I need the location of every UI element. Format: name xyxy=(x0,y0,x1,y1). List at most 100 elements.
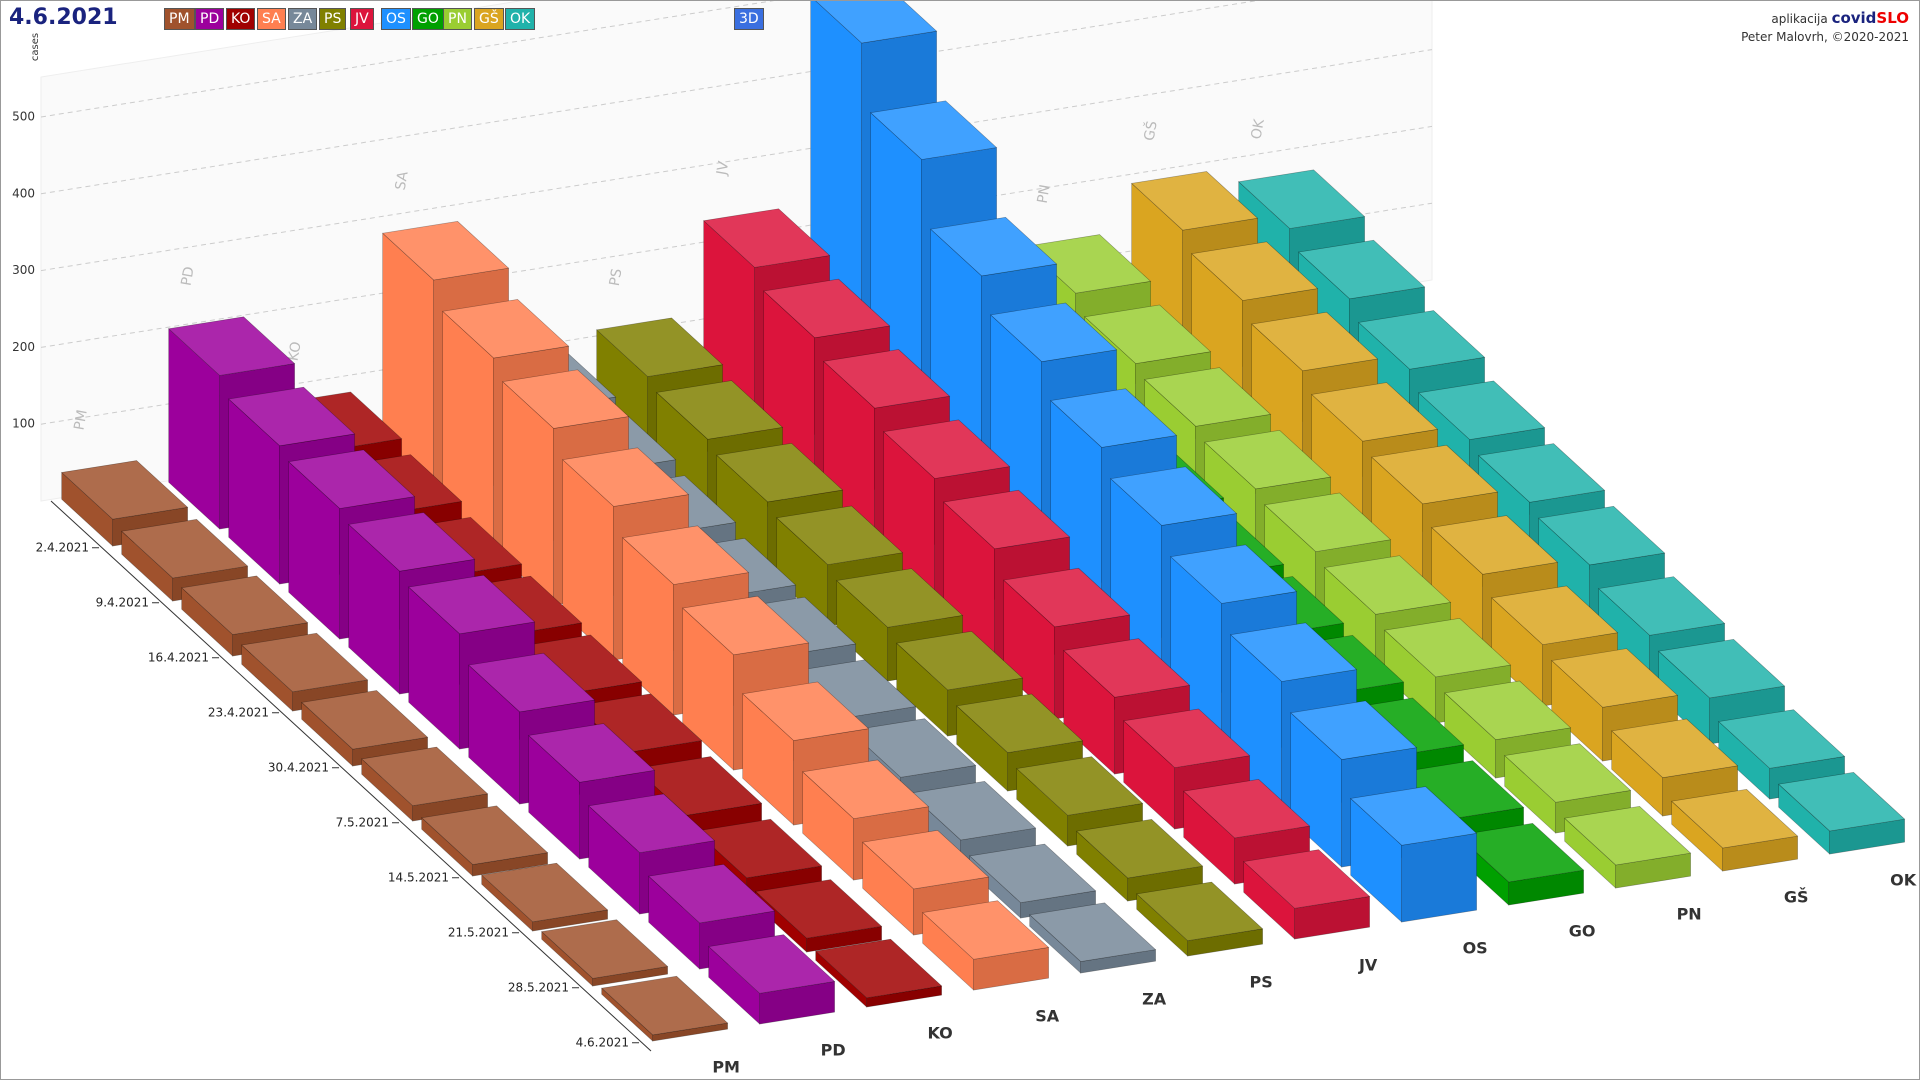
bar-top xyxy=(922,900,1050,960)
y-tick-label: 300 xyxy=(12,263,35,277)
bar-top xyxy=(1016,756,1144,816)
y-tick-label: 500 xyxy=(12,110,35,124)
legend-item[interactable]: PN xyxy=(443,8,472,30)
bar-top xyxy=(1311,382,1439,442)
bar-top xyxy=(909,781,1037,841)
legend-item[interactable]: OS xyxy=(381,8,411,30)
grid-line xyxy=(40,1,775,118)
bar-top xyxy=(1243,849,1371,909)
bar-top xyxy=(1230,622,1358,682)
grid-line xyxy=(40,1,1258,195)
bar xyxy=(922,900,1050,991)
legend-item[interactable]: PM xyxy=(164,8,195,30)
bar xyxy=(815,938,943,1008)
bar-top xyxy=(442,299,570,359)
legend-item[interactable]: PD xyxy=(195,8,225,30)
x-tick-label: 14.5.2021 xyxy=(388,870,449,884)
bar-top xyxy=(348,512,476,572)
bar-top xyxy=(943,489,1071,550)
region-label: PS xyxy=(1250,973,1273,992)
bar xyxy=(481,862,609,932)
credit: aplikacija covidSLO Peter Malovrh, ©2020… xyxy=(1741,9,1909,46)
x-tick-label: 21.5.2021 xyxy=(448,925,509,939)
x-tick-label: 16.4.2021 xyxy=(148,650,209,664)
legend-item[interactable]: ZA xyxy=(288,8,318,30)
x-tick-label: 7.5.2021 xyxy=(336,815,389,829)
grid-line xyxy=(40,49,1433,272)
bar-top xyxy=(1598,576,1726,636)
bar-top xyxy=(1204,429,1332,490)
bar-top xyxy=(468,652,596,713)
bar-top xyxy=(1324,555,1452,615)
bar xyxy=(301,690,429,767)
bar-top xyxy=(742,681,870,741)
legend-item[interactable]: KO xyxy=(226,8,256,30)
region-back-label: GŠ xyxy=(1140,119,1161,142)
bar xyxy=(1076,819,1204,902)
bar xyxy=(1350,786,1478,923)
credit-author: Peter Malovrh, ©2020-2021 xyxy=(1741,30,1909,44)
bar-top xyxy=(1251,311,1379,372)
bar-top xyxy=(481,862,609,923)
x-tick-label: 9.4.2021 xyxy=(96,595,149,609)
bar-top xyxy=(1290,700,1418,760)
legend-item[interactable]: PS xyxy=(319,8,347,30)
region-label: PM xyxy=(712,1058,740,1077)
bar xyxy=(421,805,549,877)
bar xyxy=(1778,772,1906,855)
bar-top xyxy=(930,216,1058,277)
region-back-label: PN xyxy=(1035,183,1054,204)
region-back-label: KO xyxy=(286,340,305,362)
bar-top xyxy=(596,317,724,377)
bar-top xyxy=(1123,708,1251,768)
bar-top xyxy=(776,505,904,565)
legend-item[interactable]: JV xyxy=(350,8,374,30)
legend-item[interactable]: SA xyxy=(257,8,286,30)
bar-top xyxy=(1658,639,1786,699)
region-label: OK xyxy=(1890,871,1917,890)
bar-top xyxy=(361,746,489,807)
bar-top xyxy=(815,1,938,44)
legend-item[interactable]: GŠ xyxy=(474,8,504,30)
bar-top xyxy=(1671,789,1799,849)
bar xyxy=(708,934,836,1025)
region-label: PN xyxy=(1677,905,1702,924)
bar xyxy=(1029,902,1157,974)
bar-top xyxy=(421,805,549,865)
bar-top xyxy=(755,879,883,939)
region-label: JV xyxy=(1358,956,1378,975)
bar-top xyxy=(1183,779,1311,839)
bar-top xyxy=(990,302,1118,362)
bar-top xyxy=(849,718,977,778)
region-label: GŠ xyxy=(1784,888,1809,907)
bar-top xyxy=(969,843,1097,904)
bar-top xyxy=(883,419,1011,479)
bar-top xyxy=(1564,806,1692,866)
bar-top xyxy=(695,818,823,879)
y-axis-label: cases xyxy=(30,33,41,61)
bar-top xyxy=(716,442,844,503)
bar-top xyxy=(823,349,951,409)
bar-top xyxy=(168,316,296,376)
bar-top xyxy=(656,380,784,440)
y-tick-label: 100 xyxy=(12,417,35,431)
y-tick-label: 200 xyxy=(12,340,35,354)
legend-item[interactable]: OK xyxy=(505,8,536,30)
bar-top xyxy=(622,525,750,585)
legend-item[interactable]: GO xyxy=(412,8,444,30)
bar-top xyxy=(1551,648,1679,708)
bar xyxy=(241,632,369,712)
bar-top xyxy=(1384,618,1512,678)
bar xyxy=(61,460,189,547)
bar-top xyxy=(763,278,891,339)
bar-top xyxy=(1029,902,1157,962)
bar-top xyxy=(588,793,716,853)
bar-top xyxy=(1298,239,1426,300)
view-button[interactable]: 3D xyxy=(734,8,764,30)
region-back-label: JV xyxy=(714,160,732,178)
bar xyxy=(541,919,669,987)
bar-top xyxy=(61,460,189,520)
bar-top xyxy=(956,693,1084,753)
bar-top xyxy=(1131,171,1259,231)
